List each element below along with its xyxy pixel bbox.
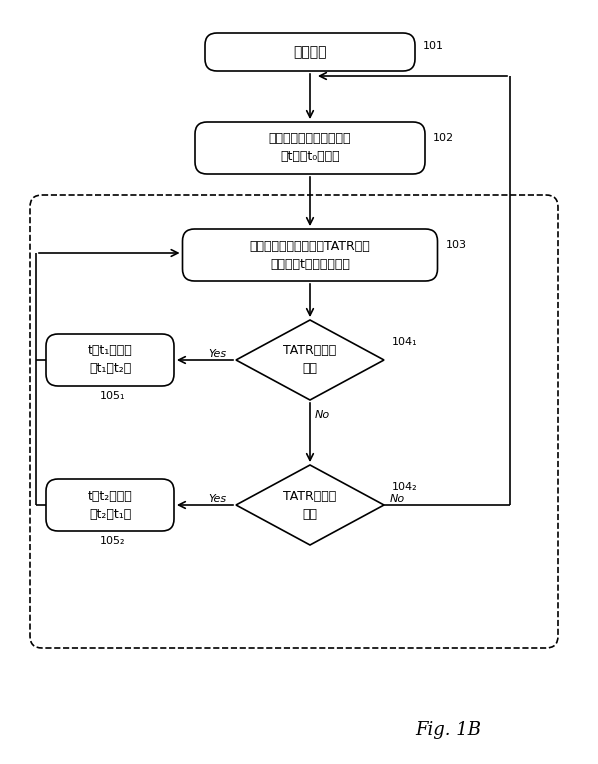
Text: Yes: Yes [208, 494, 226, 504]
Polygon shape [236, 465, 384, 545]
Text: 104₁: 104₁ [392, 337, 417, 347]
Text: Fig. 1B: Fig. 1B [415, 721, 481, 739]
Text: No: No [390, 494, 405, 504]
Text: 104₂: 104₂ [392, 482, 417, 492]
Polygon shape [236, 320, 384, 400]
Text: 102: 102 [433, 133, 454, 143]
Text: 対象分析物の透過率（TATR）を
検知期間tの間だけ測定: 対象分析物の透過率（TATR）を 検知期間tの間だけ測定 [249, 239, 370, 270]
Text: 103: 103 [446, 240, 466, 250]
Text: No: No [315, 410, 330, 420]
FancyBboxPatch shape [182, 229, 438, 281]
Text: tをt₁に設定
（t₁＜t₂）: tをt₁に設定 （t₁＜t₂） [88, 345, 132, 375]
Text: 105₂: 105₂ [100, 536, 126, 546]
Text: 105₁: 105₁ [100, 391, 126, 401]
Text: 101: 101 [423, 41, 444, 51]
Text: tをt₂に設定
（t₂＞t₁）: tをt₂に設定 （t₂＞t₁） [88, 490, 132, 520]
Text: TATR＞高い
閾値: TATR＞高い 閾値 [283, 345, 337, 375]
FancyBboxPatch shape [205, 33, 415, 71]
Text: TATR＜低い
閾値: TATR＜低い 閾値 [283, 490, 337, 520]
Text: 試験開始: 試験開始 [293, 45, 327, 59]
Text: Yes: Yes [208, 349, 226, 359]
FancyBboxPatch shape [46, 479, 174, 531]
FancyBboxPatch shape [46, 334, 174, 386]
Text: （任意で）検知継続期間
（t）をt₀に設定: （任意で）検知継続期間 （t）をt₀に設定 [269, 132, 351, 163]
FancyBboxPatch shape [195, 122, 425, 174]
